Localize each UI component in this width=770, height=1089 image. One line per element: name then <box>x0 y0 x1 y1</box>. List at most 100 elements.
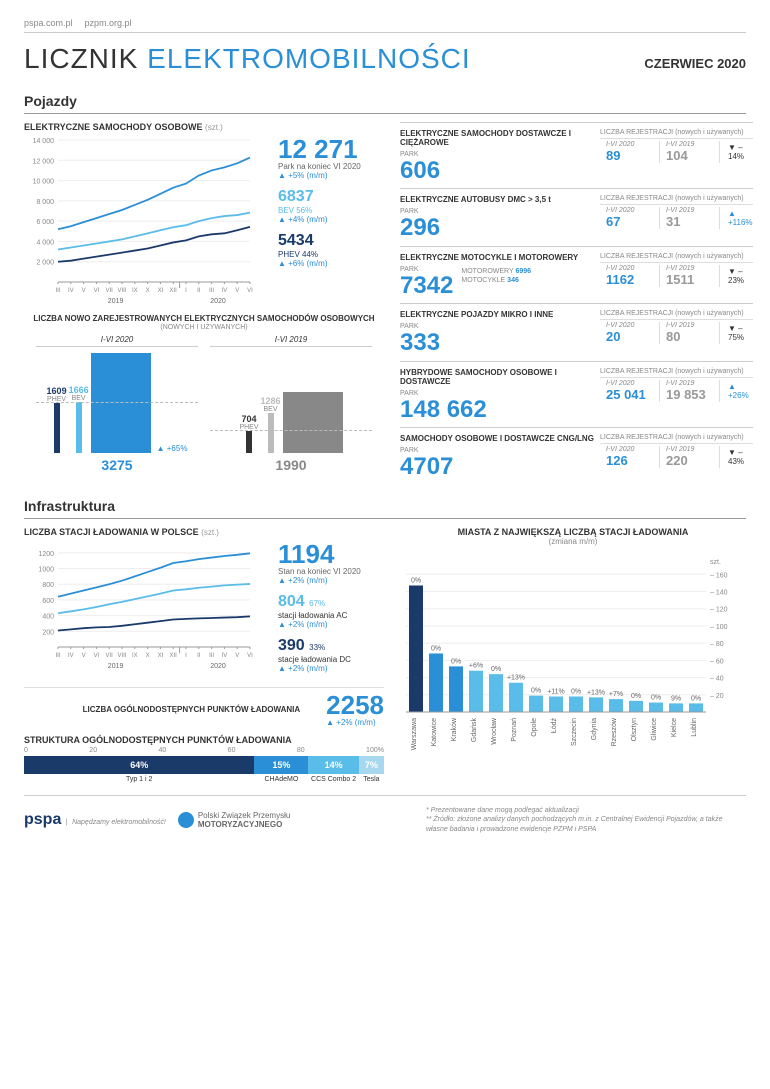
svg-text:2 000: 2 000 <box>36 260 54 267</box>
section-infra: Infrastruktura <box>24 494 746 519</box>
svg-text:10 000: 10 000 <box>33 179 55 186</box>
svg-text:+6%: +6% <box>469 663 483 670</box>
svg-text:0%: 0% <box>691 696 701 703</box>
stations-chart: 12001000800600400200IIIIVVVIVIIVIIIIXXXI… <box>24 541 254 671</box>
svg-text:X: X <box>146 653 150 659</box>
reg-col-0: I-VI 2020 1609PHEV 1666BEV ▲ +65% 3275 <box>36 335 198 473</box>
svg-text:IX: IX <box>132 653 138 659</box>
svg-text:1200: 1200 <box>38 551 54 558</box>
cities-bar-chart: – 160– 140– 120– 100– 80– 60– 40– 20szt.… <box>400 552 740 762</box>
reg-col-1: I-VI 2019 704PHEV 1286BEV 1990 <box>210 335 372 473</box>
svg-text:II: II <box>197 288 201 294</box>
svg-text:+7%: +7% <box>609 691 623 698</box>
svg-text:IV: IV <box>68 653 74 659</box>
svg-text:8 000: 8 000 <box>36 199 54 206</box>
svg-text:0%: 0% <box>651 695 661 702</box>
svg-text:400: 400 <box>42 614 54 621</box>
link-pzpm[interactable]: pzpm.org.pl <box>85 18 132 28</box>
date-label: CZERWIEC 2020 <box>644 56 746 71</box>
svg-text:14 000: 14 000 <box>33 138 55 145</box>
svg-text:Kielce: Kielce <box>671 718 678 737</box>
svg-text:– 140: – 140 <box>710 590 728 597</box>
svg-text:VI: VI <box>94 653 100 659</box>
svg-text:Łódź: Łódź <box>551 718 558 734</box>
svg-text:V: V <box>82 653 86 659</box>
cat-row-0: ELEKTRYCZNE SAMOCHODY DOSTAWCZE I CIĘŻAR… <box>400 122 753 188</box>
svg-text:IX: IX <box>132 288 138 294</box>
svg-text:0%: 0% <box>631 693 641 700</box>
svg-text:I: I <box>185 288 187 294</box>
pc-chart-title: ELEKTRYCZNE SAMOCHODY OSOBOWE (szt.) <box>24 122 384 132</box>
struct-seg: 64% <box>24 756 254 774</box>
svg-text:0%: 0% <box>531 688 541 695</box>
svg-text:Szczecin: Szczecin <box>571 718 578 746</box>
svg-text:IV: IV <box>68 288 74 294</box>
svg-text:– 80: – 80 <box>710 641 724 648</box>
points-val: 2258 <box>326 692 384 718</box>
svg-text:V: V <box>82 288 86 294</box>
struct-title: STRUKTURA OGÓLNODOSTĘPNYCH PUNKTÓW ŁADOW… <box>24 735 384 745</box>
pzpm-logo: Polski Związek PrzemysłuMOTORYZACYJNEGO <box>178 811 290 829</box>
svg-text:II: II <box>197 653 201 659</box>
svg-text:XII: XII <box>170 288 178 294</box>
cat-row-2: ELEKTRYCZNE MOTOCYKLE I MOTOROWERY PARK7… <box>400 246 753 303</box>
svg-text:V: V <box>235 288 239 294</box>
section-vehicles: Pojazdy <box>24 89 746 114</box>
svg-text:VI: VI <box>94 288 100 294</box>
svg-text:– 160: – 160 <box>710 573 728 580</box>
svg-text:XI: XI <box>158 288 164 294</box>
svg-text:– 60: – 60 <box>710 659 724 666</box>
svg-text:VI: VI <box>247 288 253 294</box>
svg-text:200: 200 <box>42 630 54 637</box>
footer: pspa | Napędzamy elektromobilność! Polsk… <box>24 795 746 833</box>
cat-row-1: ELEKTRYCZNE AUTOBUSY DMC > 3,5 t PARK296… <box>400 188 753 245</box>
svg-text:4 000: 4 000 <box>36 239 54 246</box>
ic-chart-title: LICZBA STACJI ŁADOWANIA W POLSCE (szt.) <box>24 527 384 537</box>
ic-dc: 390 <box>278 637 305 654</box>
svg-text:Katowice: Katowice <box>431 718 438 747</box>
svg-text:+13%: +13% <box>507 675 525 682</box>
svg-text:I: I <box>185 653 187 659</box>
cat-row-3: ELEKTRYCZNE POJAZDY MIKRO I INNE PARK333… <box>400 303 753 360</box>
registrations-chart: LICZBA NOWO ZAREJESTROWANYCH ELEKTRYCZNY… <box>24 314 384 477</box>
vehicle-categories: ELEKTRYCZNE SAMOCHODY DOSTAWCZE I CIĘŻAR… <box>400 122 753 484</box>
svg-text:0%: 0% <box>571 689 581 696</box>
svg-text:– 120: – 120 <box>710 607 728 614</box>
svg-text:III: III <box>209 288 214 294</box>
pc-total: 12 271 <box>278 136 361 162</box>
struct-seg: 15% <box>254 756 308 774</box>
link-pspa[interactable]: pspa.com.pl <box>24 18 73 28</box>
svg-text:Gliwice: Gliwice <box>651 718 658 741</box>
cat-row-5: SAMOCHODY OSOBOWE I DOSTAWCZE CNG/LNG PA… <box>400 427 753 484</box>
svg-text:– 100: – 100 <box>710 624 728 631</box>
svg-text:Opole: Opole <box>531 718 538 737</box>
svg-text:III: III <box>55 653 60 659</box>
cat-row-4: HYBRYDOWE SAMOCHODY OSOBOWE I DOSTAWCZE … <box>400 361 753 427</box>
svg-text:X: X <box>146 288 150 294</box>
svg-text:Gdańsk: Gdańsk <box>471 718 478 743</box>
pc-phev: 5434 <box>278 232 361 250</box>
svg-text:XII: XII <box>170 653 178 659</box>
passenger-cars-chart: 14 00012 00010 0008 0006 0004 0002 000II… <box>24 136 254 306</box>
svg-text:2020: 2020 <box>210 298 226 305</box>
ic-ac: 804 <box>278 593 305 610</box>
svg-text:VI: VI <box>247 653 253 659</box>
svg-text:XI: XI <box>158 653 164 659</box>
svg-text:2020: 2020 <box>210 663 226 670</box>
pspa-logo: pspa | Napędzamy elektromobilność! <box>24 811 166 829</box>
svg-text:Poznań: Poznań <box>511 718 518 742</box>
svg-text:IV: IV <box>222 653 228 659</box>
page-title: LICZNIK ELEKTROMOBILNOŚCI <box>24 43 471 75</box>
svg-text:0%: 0% <box>451 659 461 666</box>
svg-text:VII: VII <box>106 653 114 659</box>
svg-text:VII: VII <box>106 288 114 294</box>
struct-seg: 14% <box>308 756 358 774</box>
svg-text:9%: 9% <box>671 696 681 703</box>
svg-text:0%: 0% <box>411 578 421 585</box>
svg-text:Warszawa: Warszawa <box>411 718 418 751</box>
svg-text:Wrocław: Wrocław <box>491 717 498 745</box>
ic-total: 1194 <box>278 541 361 567</box>
svg-text:III: III <box>55 288 60 294</box>
struct-bar: 64%15%14%7% <box>24 756 384 774</box>
svg-text:12 000: 12 000 <box>33 158 55 165</box>
